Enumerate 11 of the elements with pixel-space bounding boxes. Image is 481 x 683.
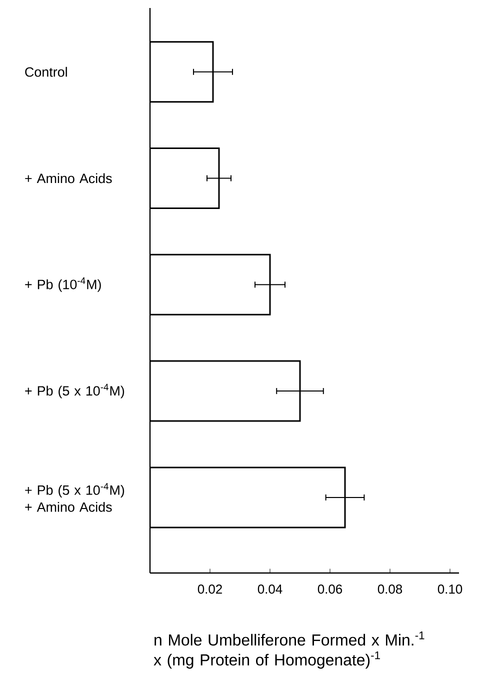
x-tick-label: 0.08 — [378, 584, 402, 594]
x-tick-label: 0.06 — [318, 584, 342, 594]
x-tick-label: 0.02 — [198, 584, 222, 594]
text: n Mole Umbelliferone Formed x Min.$^{-1}$ x (mg Protein of Homogenate)$^{-1}$ — [154, 632, 424, 669]
y-tick-label: Control — [25, 66, 67, 77]
y-tick-label: + Pb (5 x 10$^{-4}$M) — [25, 384, 124, 398]
y-tick-label: + Pb (5 x 10$^{-4}$M) + Amino Acids — [25, 483, 124, 512]
x-tick-label: 0.10 — [438, 584, 462, 594]
y-tick-label: + Amino Acids — [25, 173, 112, 184]
x-tick-label: 0.04 — [258, 584, 282, 594]
y-tick-label: + Pb (10$^{-4}$M) — [25, 277, 101, 292]
